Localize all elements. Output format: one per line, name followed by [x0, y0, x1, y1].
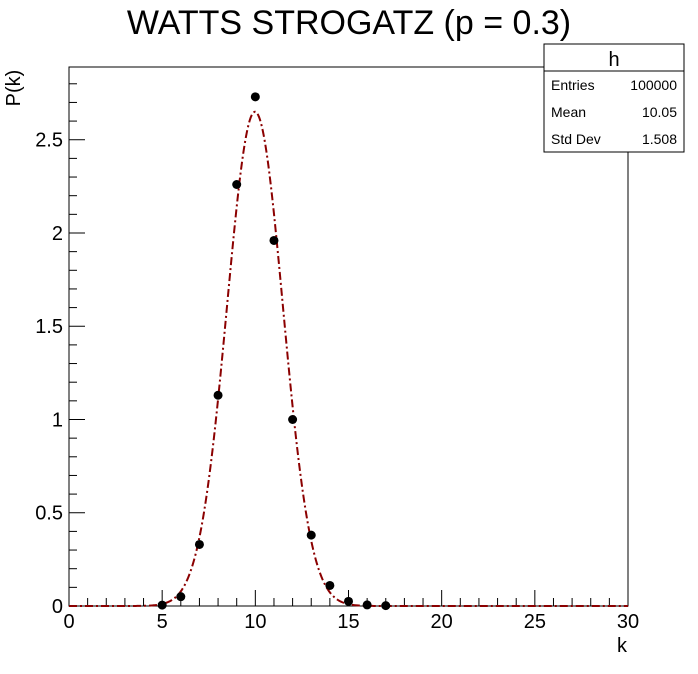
y-axis-label: P(k)	[3, 70, 25, 107]
data-point	[176, 592, 186, 602]
x-tick-label: 15	[337, 611, 359, 633]
y-tick-label: 2	[52, 223, 63, 245]
chart-title: WATTS STROGATZ (p = 0.3)	[127, 4, 571, 42]
x-axis: 0 5 10 15 20 25 30	[63, 590, 639, 633]
stats-label-stddev: Std Dev	[551, 131, 601, 147]
data-point	[344, 596, 353, 606]
data-point	[250, 92, 260, 102]
stats-box-frame	[543, 43, 685, 153]
x-tick-label: 0	[63, 611, 74, 633]
y-tick-label: 0.5	[35, 503, 63, 525]
stats-value-entries: 100000	[630, 77, 677, 93]
stats-box-title: h	[608, 49, 619, 71]
x-tick-label: 5	[157, 611, 168, 633]
data-point	[306, 530, 316, 540]
y-tick-label: 0	[52, 596, 63, 618]
data-point	[269, 235, 279, 245]
stats-value-stddev: 1.508	[642, 131, 677, 147]
y-tick-label: 1	[52, 409, 63, 431]
y-tick-label: 1.5	[35, 316, 63, 338]
data-point	[232, 179, 242, 189]
x-tick-label: 25	[524, 611, 546, 633]
data-point	[157, 600, 167, 610]
data-point	[194, 539, 204, 549]
data-point	[325, 580, 335, 590]
x-tick-label: 20	[431, 611, 453, 633]
data-point	[288, 414, 298, 424]
data-point	[362, 600, 372, 610]
data-point	[381, 601, 391, 611]
stats-value-mean: 10.05	[642, 104, 677, 120]
fit-curve	[69, 110, 628, 607]
x-tick-label: 10	[244, 611, 266, 633]
stats-label-entries: Entries	[551, 77, 595, 93]
x-tick-label: 30	[617, 611, 639, 633]
x-axis-label: k	[617, 635, 628, 657]
data-point	[213, 390, 223, 400]
stats-label-mean: Mean	[551, 104, 586, 120]
y-axis: 0 0.5 1 1.5 2 2.5	[35, 83, 85, 618]
y-tick-label: 2.5	[35, 130, 63, 152]
stats-box: h Entries 100000 Mean 10.05 Std Dev 1.50…	[543, 43, 685, 153]
data-points	[157, 92, 391, 611]
